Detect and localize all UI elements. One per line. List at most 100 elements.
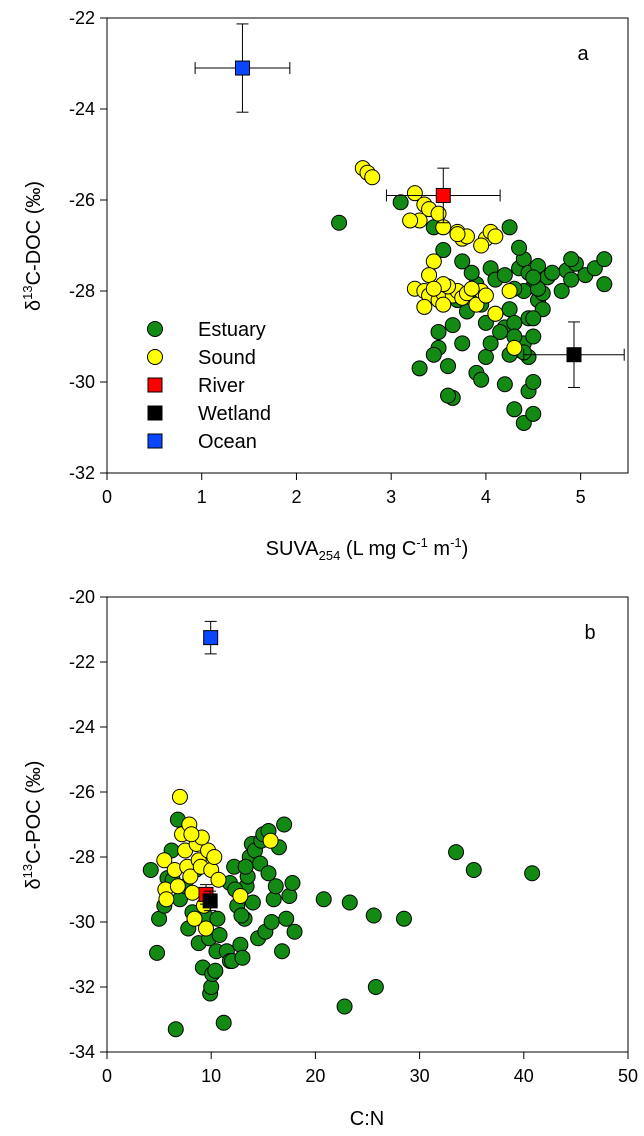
estuary-point-b-53 [284,875,301,891]
sound-point-b-25 [183,826,200,843]
x-tick-label-a-1: 1 [197,487,207,507]
sound-point-a-19 [421,267,438,284]
x-tick-label-b-2: 20 [305,1066,325,1086]
sound-point-a-2 [364,169,381,186]
y-axis-title-b: δ13C-POC (‰) [20,761,45,890]
estuary-point-a-16 [473,371,490,388]
estuary-point-a-31 [525,405,542,422]
estuary-point-a-25 [506,314,523,331]
panel-label-b: b [584,622,595,644]
estuary-point-b-7 [167,1021,184,1038]
ocean-point-a-0 [234,60,250,76]
legend-label-wetland: Wetland [198,403,271,425]
x-tick-label-a-4: 4 [481,487,491,507]
y-tick-label-b-7: -20 [69,587,95,607]
x-tick-label-b-3: 30 [410,1066,430,1086]
sound-point-b-5 [171,788,188,805]
y-tick-label-a-4: -24 [69,99,95,119]
sound-point-a-6 [430,205,447,222]
plot-frame-a [106,17,629,474]
legend-marker-river [147,377,163,393]
legend-marker-ocean [147,433,163,449]
legend: Estuary Sound River Wetland Ocean [147,319,271,453]
y-tick-label-a-1: -30 [69,372,95,392]
sound-point-a-38 [416,298,433,315]
legend-label-estuary: Estuary [198,319,266,341]
legend-marker-sound [147,349,163,365]
estuary-point-b-31 [232,936,249,953]
y-tick-label-b-4: -26 [69,782,95,802]
legend-label-ocean: Ocean [198,431,257,453]
x-tick-label-a-3: 3 [386,487,396,507]
sound-point-b-21 [210,871,227,888]
estuary-point-b-47 [267,878,284,895]
sound-point-b-22 [232,888,249,904]
estuary-point-b-60 [395,910,412,927]
estuary-point-a-56 [563,271,580,288]
estuary-point-b-64 [233,907,250,924]
estuary-point-a-44 [501,219,518,236]
estuary-point-b-62 [465,862,482,878]
sound-point-b-4 [169,878,186,895]
estuary-point-a-3 [435,242,452,259]
estuary-point-b-57 [341,894,358,911]
sound-point-b-10 [182,868,199,885]
estuary-point-a-69 [525,269,542,286]
x-tick-label-b-1: 10 [201,1066,221,1086]
estuary-point-b-59 [367,979,384,995]
estuary-point-a-48 [553,283,570,299]
y-tick-label-b-0: -34 [69,1042,95,1062]
x-tick-label-a-5: 5 [576,487,586,507]
estuary-point-b-50 [276,816,293,833]
x-tick-label-b-0: 0 [102,1066,112,1086]
y-tick-label-b-1: -32 [69,977,95,997]
estuary-point-b-23 [209,910,226,927]
y-tick-label-a-2: -28 [69,281,95,301]
estuary-point-a-17 [477,348,494,365]
sound-point-b-23 [262,832,279,849]
wetland-point-b-0 [202,893,218,909]
estuary-point-a-0 [331,214,348,231]
sound-point-a-34 [425,280,442,297]
estuary-point-a-54 [596,251,613,268]
panel-label-a: a [577,43,589,65]
estuary-point-b-32 [234,949,251,966]
estuary-point-a-63 [463,264,480,281]
estuary-point-b-68 [237,858,254,875]
legend-marker-estuary [147,321,163,337]
ocean-point-b-0 [203,630,219,646]
sound-point-b-0 [156,852,173,869]
estuary-point-a-35 [525,328,542,345]
y-tick-label-a-5: -22 [69,8,95,28]
estuary-point-b-21 [207,962,224,979]
sound-point-b-12 [186,910,203,927]
estuary-point-a-32 [525,374,542,390]
estuary-point-a-9 [440,387,457,404]
y-tick-label-b-2: -30 [69,912,95,932]
estuary-point-a-62 [482,335,499,352]
sound-point-b-17 [197,920,214,937]
sound-point-b-2 [158,891,175,908]
estuary-point-a-61 [492,323,509,340]
estuary-point-a-59 [525,310,542,327]
estuary-point-b-51 [278,910,295,927]
estuary-point-a-51 [563,251,580,268]
sound-point-a-17 [473,237,490,254]
sound-point-a-18 [425,253,442,270]
estuary-point-b-1 [149,944,166,961]
estuary-point-b-49 [274,943,291,960]
sound-point-a-35 [501,283,518,299]
sound-point-a-8 [402,212,419,229]
estuary-point-b-58 [365,907,382,924]
estuary-point-a-24 [501,301,518,318]
estuary-point-b-46 [265,891,282,908]
sound-point-a-3 [406,185,423,202]
estuary-point-b-66 [260,865,277,882]
x-tick-label-b-4: 40 [514,1066,534,1086]
sound-point-a-16 [487,228,504,245]
estuary-point-a-4 [430,323,447,340]
legend-label-river: River [198,375,245,397]
estuary-point-b-24 [211,927,228,943]
estuary-point-b-52 [281,888,298,904]
